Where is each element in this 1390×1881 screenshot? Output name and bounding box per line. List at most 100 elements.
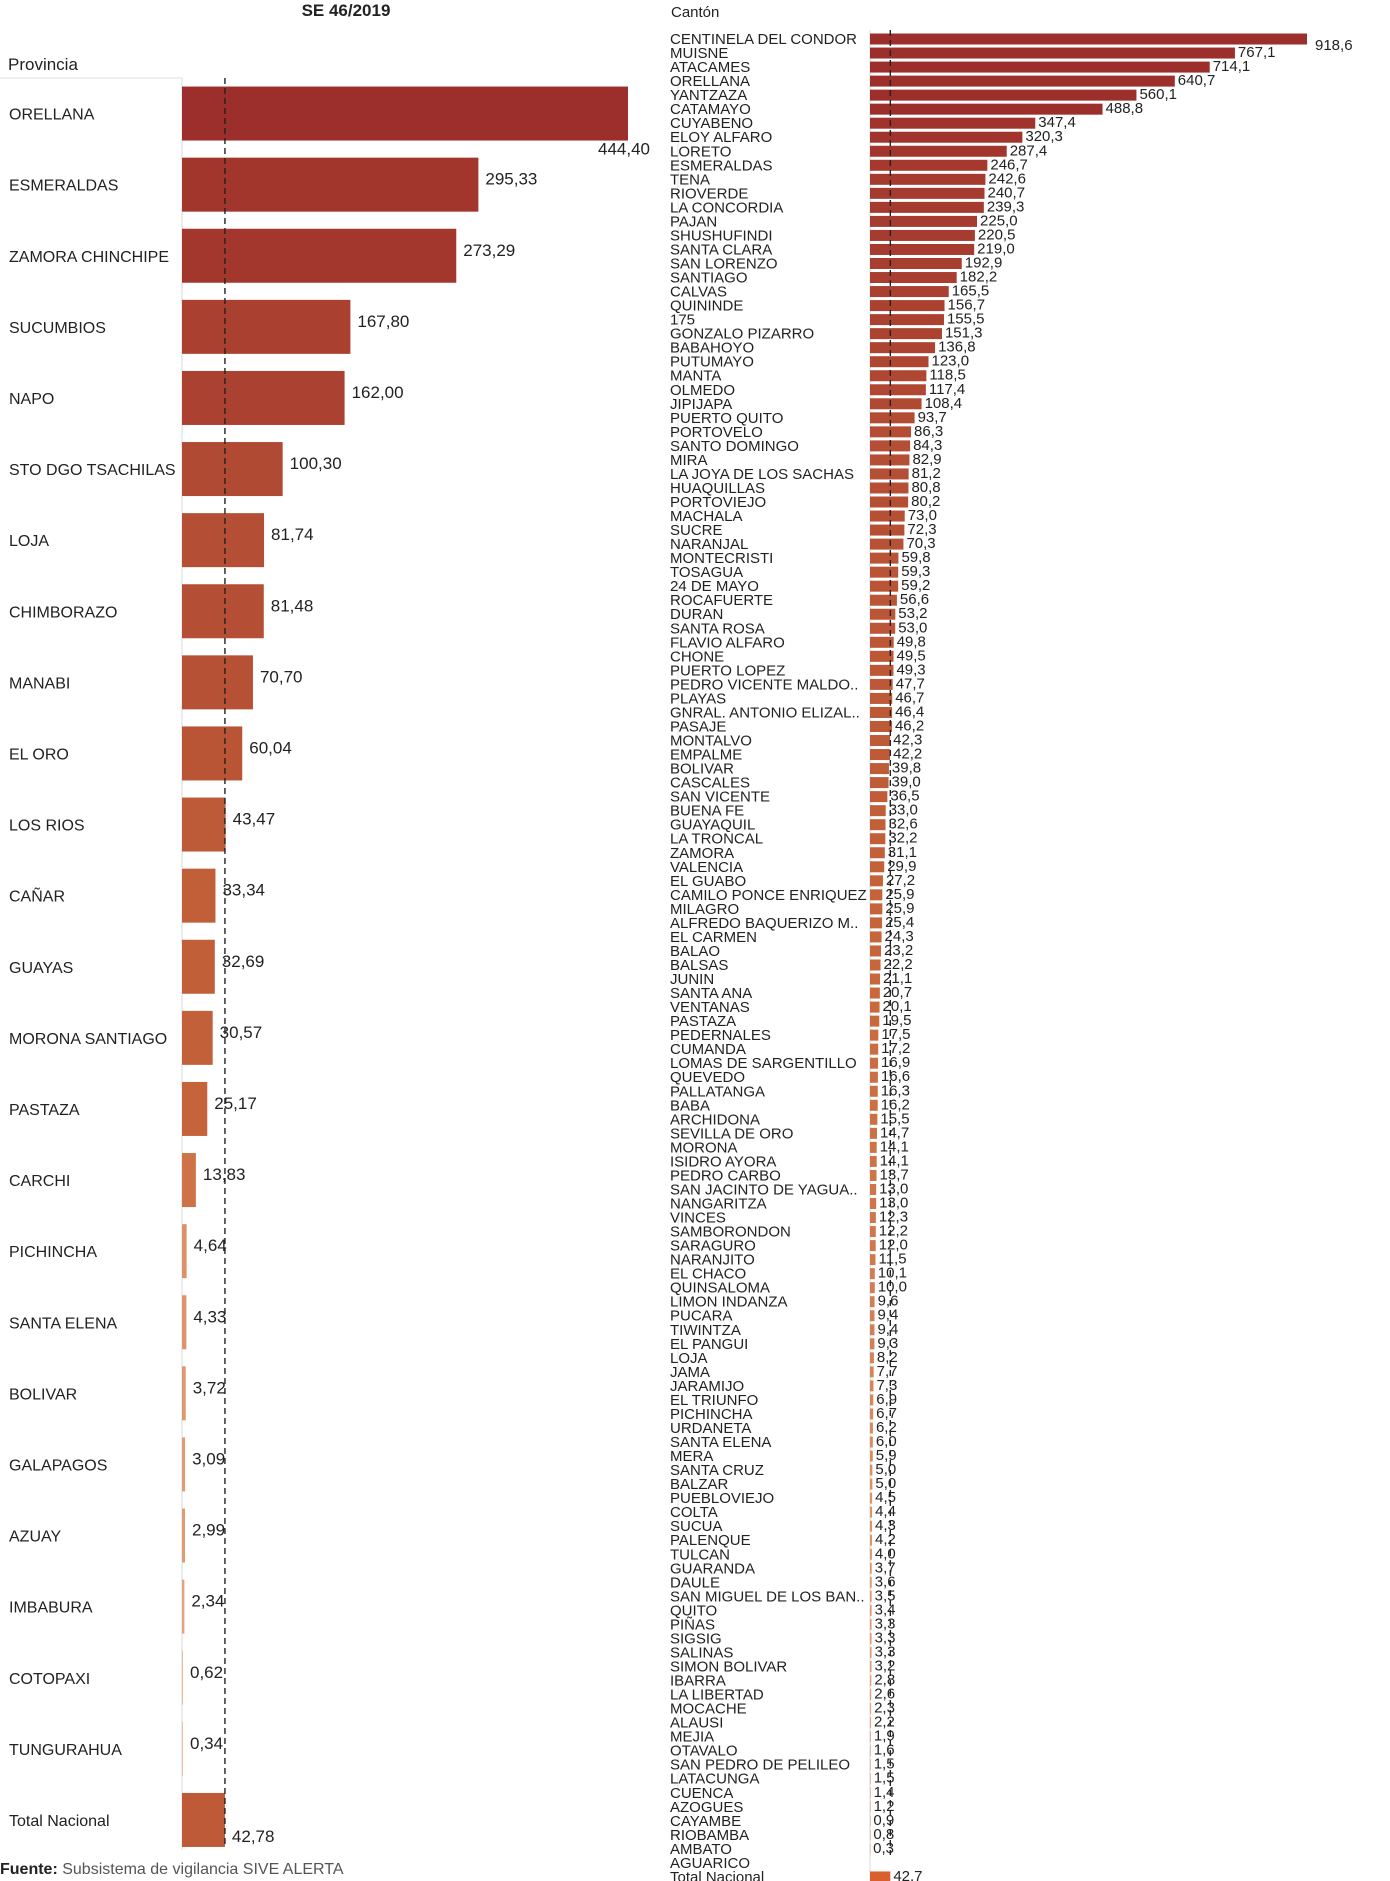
canton-bar <box>870 314 944 326</box>
canton-bar <box>870 257 962 269</box>
province-label: ESMERALDAS <box>9 178 118 195</box>
canton-value-label: 39,8 <box>892 760 921 777</box>
canton-value-label: 70,3 <box>906 535 935 552</box>
canton-value-label: 219,0 <box>977 240 1015 257</box>
canton-value-label: 3,3 <box>875 1615 896 1632</box>
canton-value-label: 72,3 <box>907 521 936 538</box>
canton-label: VENTANAS <box>670 999 750 1016</box>
canton-value-label: 165,5 <box>952 283 990 300</box>
province-bar <box>182 1010 213 1065</box>
canton-bar <box>870 1310 875 1322</box>
province-value-label: 60,04 <box>249 738 292 757</box>
canton-bar <box>870 187 985 199</box>
canton-bar <box>870 1815 871 1827</box>
canton-label: AZOGUES <box>670 1799 743 1816</box>
canton-label: CHONE <box>670 648 724 665</box>
province-bar <box>182 86 628 141</box>
canton-value-label: 136,8 <box>938 339 976 356</box>
canton-label: CATAMAYO <box>670 101 751 118</box>
canton-value-label: 42,2 <box>893 746 922 763</box>
canton-label: CUYABENO <box>670 115 753 132</box>
canton-bar <box>870 1226 876 1238</box>
canton-value-label: 220,5 <box>978 226 1016 243</box>
canton-bar <box>870 735 891 747</box>
canton-label: MANTA <box>670 368 721 385</box>
province-bar-chart: ORELLANA 444,40 ESMERALDAS 295,33 ZAMORA CHI… <box>0 77 679 1850</box>
canton-bar <box>870 987 880 999</box>
canton-bar <box>870 931 882 943</box>
canton-value-label: 3,6 <box>875 1573 896 1590</box>
canton-value-label: 9,4 <box>877 1307 898 1324</box>
canton-label: CASCALES <box>670 775 750 792</box>
canton-value-label: 42,3 <box>893 732 922 749</box>
canton-label: GUAYAQUIL <box>670 817 755 834</box>
province-value-label: 2,99 <box>192 1521 225 1540</box>
province-bar <box>182 1650 183 1705</box>
canton-label: SALINAS <box>670 1644 733 1661</box>
canton-bar <box>870 973 881 985</box>
canton-label: SANTIAGO <box>670 270 748 287</box>
canton-label: PASAJE <box>670 718 726 735</box>
canton-label: EL CHACO <box>670 1266 746 1283</box>
canton-bar <box>870 412 915 424</box>
province-bar <box>182 868 216 923</box>
canton-label: ZAMORA <box>670 845 734 862</box>
canton-bar <box>870 117 1036 129</box>
canton-bar <box>870 1520 873 1532</box>
canton-label: BALZAR <box>670 1476 729 1493</box>
canton-bar <box>870 243 975 255</box>
canton-value-label: 46,7 <box>895 689 924 706</box>
canton-label: SEVILLA DE ORO <box>670 1125 793 1142</box>
canton-bar <box>870 1801 871 1813</box>
province-bar <box>182 726 243 781</box>
canton-label: PEDERNALES <box>670 1027 771 1044</box>
province-value-label: 81,74 <box>271 525 314 544</box>
canton-bar <box>870 510 905 522</box>
canton-value-label: 56,6 <box>900 591 929 608</box>
canton-bar <box>870 678 893 690</box>
canton-bar <box>870 692 893 704</box>
canton-bar <box>870 103 1103 115</box>
canton-value-label: 93,7 <box>918 409 947 426</box>
canton-label: LORETO <box>670 143 731 160</box>
canton-value-label: 10,0 <box>878 1279 907 1296</box>
canton-value-label: 80,2 <box>911 493 940 510</box>
province-value-label: 30,57 <box>220 1023 263 1042</box>
province-value-label: 13,83 <box>203 1165 246 1184</box>
province-label: MORONA SANTIAGO <box>9 1031 167 1048</box>
canton-label: SAN MIGUEL DE LOS BAN.. <box>670 1588 865 1605</box>
canton-bar <box>870 580 899 592</box>
canton-label: IBARRA <box>670 1673 726 1690</box>
province-label: CAÑAR <box>9 886 65 906</box>
canton-label: SUCRE <box>670 522 723 539</box>
canton-bar <box>870 1562 872 1574</box>
canton-value-label: 16,6 <box>881 1068 910 1085</box>
province-bar <box>182 1721 183 1776</box>
canton-bar <box>870 1829 871 1841</box>
canton-label: PALLATANGA <box>670 1083 765 1100</box>
province-label: EL ORO <box>9 746 69 763</box>
canton-bar <box>870 1731 871 1743</box>
canton-bar <box>870 1141 877 1153</box>
canton-bar <box>870 1071 878 1083</box>
canton-value-label: 14,1 <box>880 1138 909 1155</box>
canton-label: SAN VICENTE <box>670 789 770 806</box>
canton-axis-header: Cantón <box>671 4 720 21</box>
canton-label: COLTA <box>670 1504 718 1521</box>
canton-label: LA LIBERTAD <box>670 1687 764 1704</box>
canton-bar <box>870 342 936 354</box>
canton-value-label: 10,1 <box>878 1265 907 1282</box>
canton-bar <box>870 1338 875 1350</box>
canton-value-label: 6,0 <box>876 1433 897 1450</box>
canton-bar <box>870 131 1023 143</box>
canton-value-label: 6,7 <box>876 1405 897 1422</box>
canton-label: PALENQUE <box>670 1532 751 1549</box>
canton-value-label: 84,3 <box>913 437 942 454</box>
canton-label: 24 DE MAYO <box>670 578 759 595</box>
canton-label: BALSAS <box>670 957 728 974</box>
canton-label: PORTOVELO <box>670 424 763 441</box>
canton-label: BALAO <box>670 943 720 960</box>
canton-label: CALVAS <box>670 284 727 301</box>
canton-label: QUEVEDO <box>670 1069 745 1086</box>
